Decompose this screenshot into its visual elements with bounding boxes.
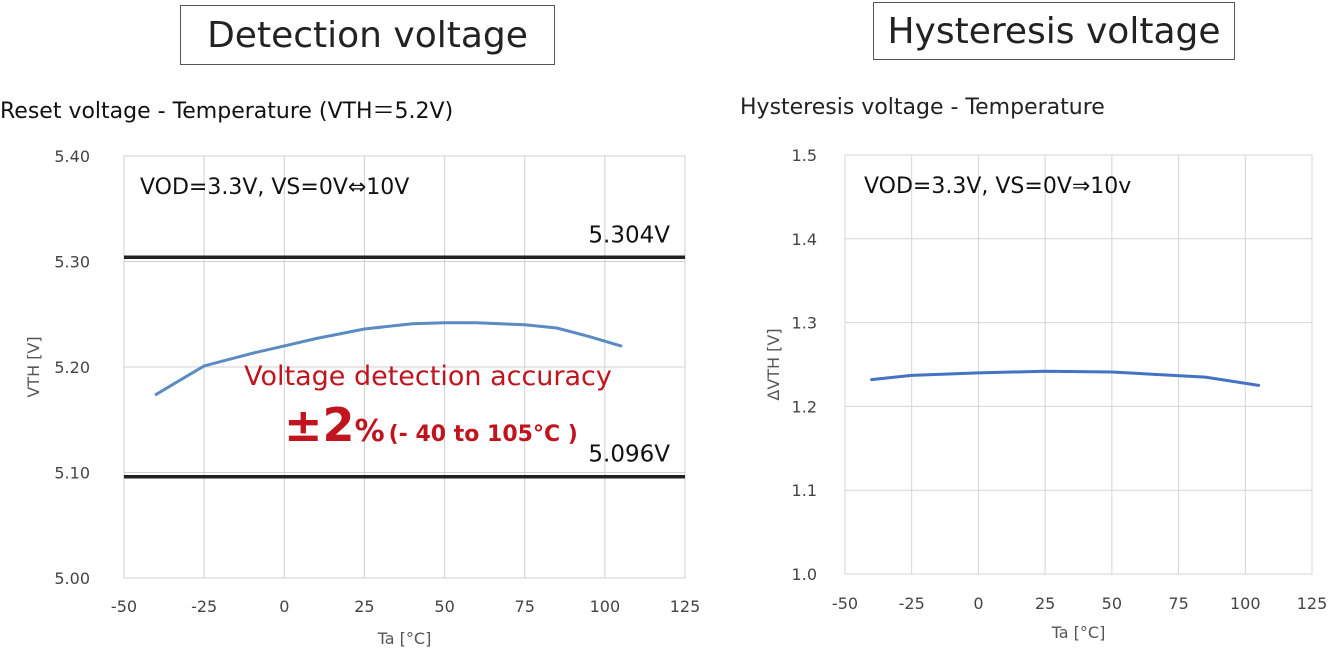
hyst-x-tick-label: 0 [973,594,983,613]
hyst-x-tick-label: -25 [899,594,925,613]
hyst-y-tick-label: 1.5 [792,146,817,165]
accuracy-range: (- 40 to 105°C ) [389,422,578,447]
accuracy-label: Voltage detection accuracy [244,361,612,392]
reset-x-tick-label: 50 [434,597,454,616]
hyst-y-tick-label: 1.0 [792,565,817,584]
reset-y-tick-label: 5.00 [54,569,90,588]
hyst-plot-area [844,154,1313,575]
hyst-x-tick-label: -50 [832,594,858,613]
reset-x-tick-label: -50 [111,597,137,616]
hyst-y-tick-label: 1.1 [792,481,817,500]
reset-x-tick-label: 125 [670,597,701,616]
reset-y-tick-label: 5.10 [54,464,90,483]
reset-y-tick-label: 5.30 [54,253,90,272]
accuracy-unit: % [355,414,385,449]
hyst-y-tick-label: 1.4 [792,230,817,249]
hyst-x-tick-label: 75 [1168,594,1188,613]
hyst-x-tick-label: 100 [1230,594,1261,613]
reset-x-tick-label: 100 [590,597,621,616]
hyst-x-tick-label: 50 [1102,594,1122,613]
reset-x-tick-label: -25 [191,597,217,616]
hysteresis-voltage-header: Hysteresis voltage [873,2,1235,60]
hysteresis-chart-title: Hysteresis voltage - Temperature [740,95,1105,120]
reset-y-tick-label: 5.40 [54,147,90,166]
limit-label-upper: 5.304V [588,222,670,248]
hyst-series-line [870,369,1261,387]
reset-x-tick-label: 75 [515,597,535,616]
hyst-test-condition: VOD=3.3V, VS=0V⇒10v [864,174,1131,199]
reset-x-tick-label: 25 [354,597,374,616]
hyst-y-tick-label: 1.2 [792,397,817,416]
reset-y-axis-label: VTH [V] [24,336,43,397]
reset-y-tick-label: 5.20 [54,358,90,377]
hyst-x-axis-label: Ta [°C] [1051,623,1106,642]
hyst-y-axis-label: ΔVTH [V] [764,328,783,400]
hyst-x-tick-label: 25 [1035,594,1055,613]
reset-x-tick-label: 0 [279,597,289,616]
detection-voltage-header: Detection voltage [180,5,555,65]
hyst-x-tick-label: 125 [1297,594,1328,613]
limit-label-lower: 5.096V [588,442,670,468]
reset-test-condition: VOD=3.3V, VS=0V⇔10V [140,175,409,200]
hyst-y-tick-label: 1.3 [792,314,817,333]
reset-x-axis-label: Ta [°C] [377,629,432,648]
reset-series-line [154,321,623,396]
reset-voltage-chart-title: Reset voltage - Temperature (VTH＝5.2V) [0,99,454,124]
